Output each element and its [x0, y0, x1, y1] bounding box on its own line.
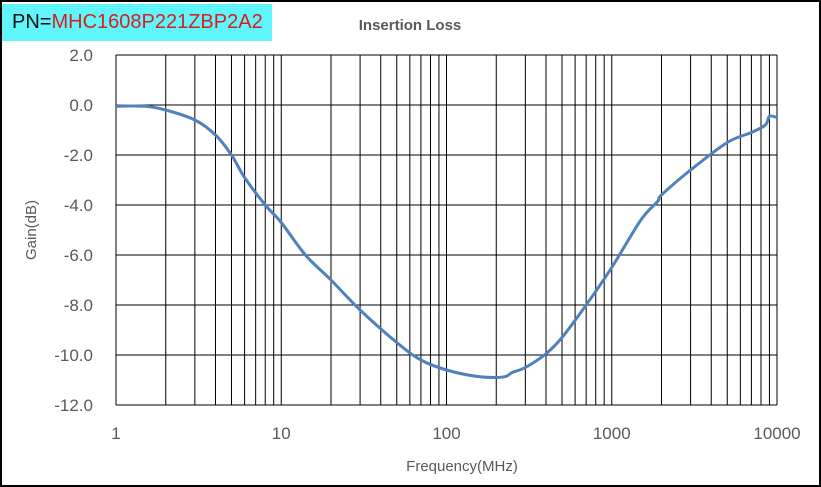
grid: [115, 54, 778, 406]
y-tick-label: -8.0: [64, 296, 93, 315]
y-tick-label: -12.0: [54, 396, 93, 415]
y-tick-labels: 2.0 0.0 -2.0 -4.0 -6.0 -8.0 -10.0 -12.0: [54, 46, 93, 415]
x-tick-label: 10000: [753, 424, 800, 443]
series-line-insertion-loss: [115, 104, 778, 379]
y-tick-label: -2.0: [64, 146, 93, 165]
part-number-label: PN=MHC1608P221ZBP2A2: [2, 4, 272, 41]
y-tick-label: -6.0: [64, 246, 93, 265]
x-tick-label: 1: [111, 424, 120, 443]
y-tick-label: 0.0: [69, 96, 93, 115]
chart-title: Insertion Loss: [359, 17, 462, 34]
y-tick-label: -10.0: [54, 346, 93, 365]
x-tick-labels: 1 10 100 1000 10000: [111, 424, 800, 443]
x-tick-label: 100: [432, 424, 460, 443]
pn-value: MHC1608P221ZBP2A2: [51, 11, 263, 33]
y-axis-label: Gain(dB): [23, 200, 40, 260]
pn-prefix: PN=: [12, 11, 52, 33]
x-tick-label: 10: [272, 424, 291, 443]
x-axis-label: Frequency(MHz): [406, 458, 518, 475]
x-tick-label: 1000: [593, 424, 631, 443]
y-tick-label: -4.0: [64, 196, 93, 215]
y-tick-label: 2.0: [69, 46, 93, 65]
